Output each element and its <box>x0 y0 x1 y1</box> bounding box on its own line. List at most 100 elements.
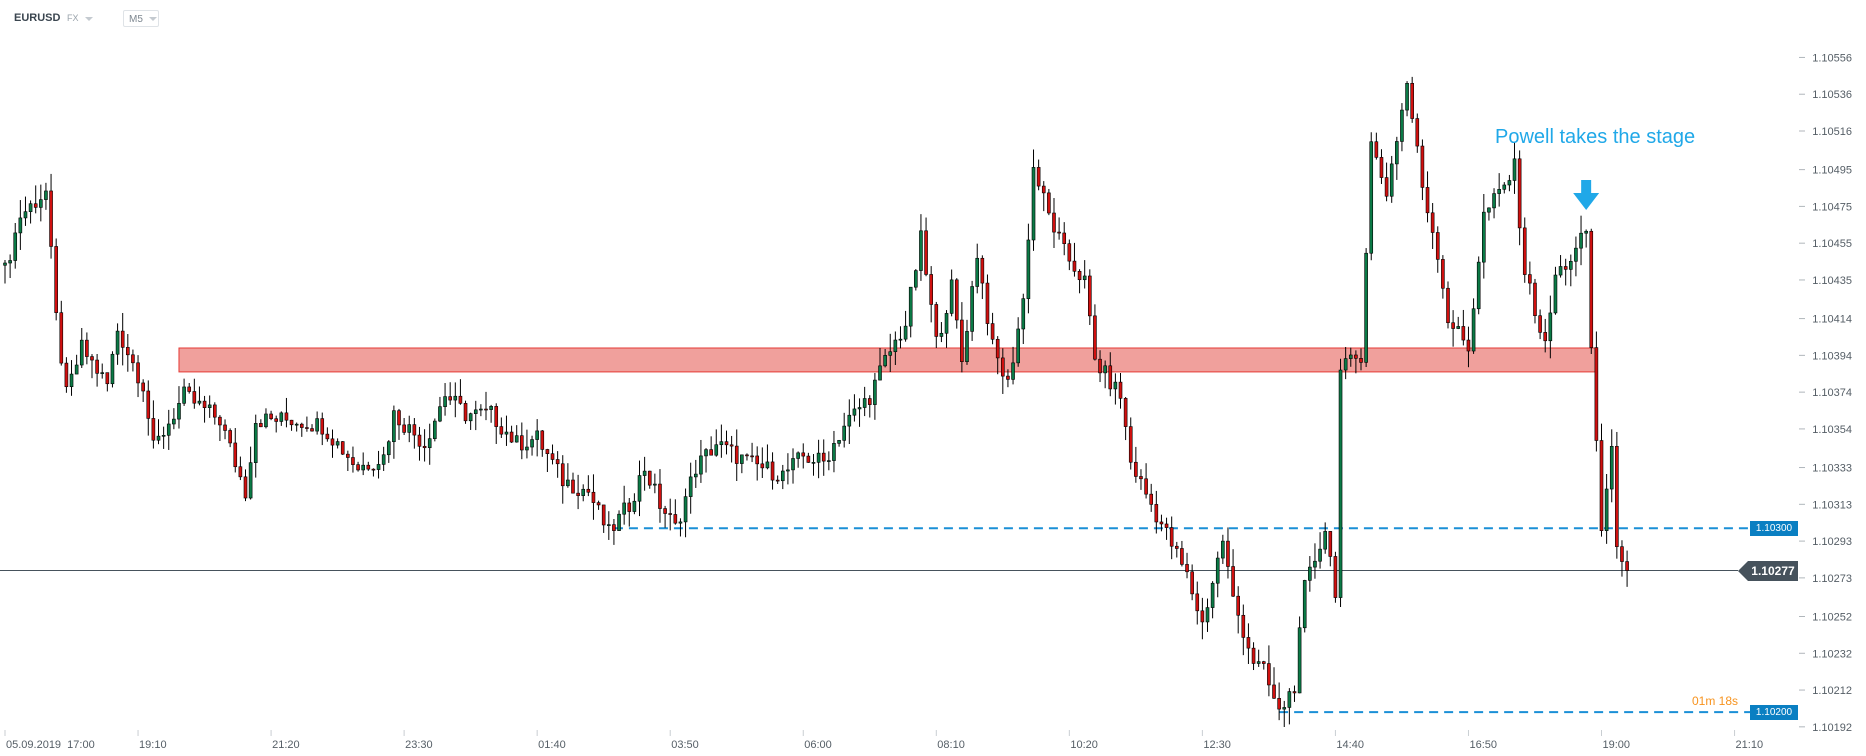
y-tick-label: 1.10252 <box>1812 611 1852 623</box>
candle <box>1430 203 1435 249</box>
candle-body-down <box>1169 527 1174 547</box>
level-label-1.10200[interactable]: 1.10200 <box>1750 704 1798 720</box>
candle-body-down <box>499 426 504 435</box>
candle-body-down <box>289 419 294 426</box>
market-selector[interactable]: FX <box>67 13 93 23</box>
candle <box>294 422 299 432</box>
candle-body-up <box>566 479 570 487</box>
candle-body-up <box>837 440 841 444</box>
candle-body-up <box>479 408 483 411</box>
candle <box>1123 396 1128 441</box>
candle <box>59 300 64 366</box>
resistance-zone[interactable] <box>178 347 1597 373</box>
candle-body-down <box>550 453 555 460</box>
candle <box>1031 149 1036 251</box>
candle-body-down <box>954 279 959 321</box>
candle <box>299 422 304 437</box>
candle-body-up <box>1318 548 1322 562</box>
candle <box>1272 667 1276 699</box>
level-label-1.10300[interactable]: 1.10300 <box>1750 520 1798 536</box>
candle <box>126 334 130 372</box>
candle <box>663 505 667 528</box>
candle <box>305 416 309 432</box>
candle-body-up <box>883 355 887 367</box>
candle-body-down <box>238 466 243 478</box>
candle-body-up <box>965 331 969 362</box>
candle-body-down <box>325 433 330 440</box>
time-axis[interactable]: 05.09.2019 17:00 19:10 21:20 23:30 01:40 03:5… <box>4 730 1763 751</box>
candle <box>596 500 601 510</box>
y-tick-label: 1.10394 <box>1812 350 1852 362</box>
annotation-text[interactable]: Powell takes the stage <box>1495 126 1696 148</box>
candle-body-down <box>1410 83 1414 119</box>
candle <box>105 372 110 392</box>
candle <box>1558 255 1563 278</box>
candle <box>535 419 539 457</box>
candle-body-down <box>187 386 192 392</box>
candle-body-up <box>740 454 744 464</box>
candle <box>1164 517 1169 540</box>
candle <box>23 196 28 226</box>
candle <box>965 319 969 365</box>
candle <box>796 451 800 468</box>
candle-body-down <box>1067 243 1072 262</box>
candle <box>750 442 754 463</box>
candle-body-down <box>1420 145 1425 188</box>
candle-body-down <box>1589 230 1594 348</box>
candle <box>990 312 995 345</box>
candle <box>1190 564 1194 601</box>
candle-body-up <box>39 199 43 208</box>
candle-body-down <box>228 430 232 444</box>
candle <box>1241 604 1246 656</box>
timeframe-selector[interactable]: M5 <box>123 10 159 27</box>
candle-body-down <box>1236 595 1240 616</box>
candle <box>1405 81 1409 117</box>
candle <box>780 464 785 490</box>
candle-body-down <box>601 504 606 526</box>
candle-body-down <box>760 463 765 469</box>
candle <box>310 424 314 432</box>
candle <box>13 222 18 269</box>
candle <box>924 217 928 277</box>
candle-body-down <box>340 441 345 455</box>
candle <box>340 441 345 455</box>
candle-body-up <box>182 386 186 404</box>
candle <box>1441 255 1445 299</box>
candle <box>1128 417 1133 470</box>
candle <box>1553 266 1558 315</box>
candle-body-down <box>1430 212 1435 233</box>
candle-body-down <box>1277 698 1281 710</box>
price-axis[interactable]: 1.10556 1.10536 1.10516 1.10495 1.10475 1.104… <box>1799 52 1852 734</box>
candle <box>1205 598 1210 632</box>
symbol-label[interactable]: EURUSD <box>14 12 61 24</box>
candle <box>335 438 340 449</box>
candle-body-up <box>852 408 857 416</box>
candle <box>1134 446 1138 483</box>
candle-body-down <box>540 430 545 450</box>
candle-body-up <box>832 443 836 461</box>
candle <box>1251 642 1256 671</box>
candle <box>627 497 632 527</box>
candle <box>1313 543 1317 579</box>
candle <box>182 378 186 406</box>
candle-body-up <box>535 430 539 440</box>
candle <box>944 310 949 348</box>
candle-body-down <box>1328 531 1333 557</box>
market-label: FX <box>67 13 79 23</box>
candle-body-down <box>1241 614 1246 638</box>
candle <box>1057 217 1061 240</box>
candle-body-up <box>1082 275 1087 281</box>
candle <box>110 351 115 388</box>
candle <box>1308 556 1312 592</box>
candle-body-up <box>1389 163 1394 197</box>
candle-body-down <box>330 438 335 446</box>
candle <box>683 488 688 538</box>
candle <box>279 411 284 426</box>
candle-body-up <box>69 373 74 388</box>
candle-body-up <box>504 431 509 435</box>
candle-body-down <box>658 483 662 509</box>
candle-body-up <box>637 475 642 502</box>
candle <box>274 415 279 433</box>
candle <box>1001 348 1005 394</box>
